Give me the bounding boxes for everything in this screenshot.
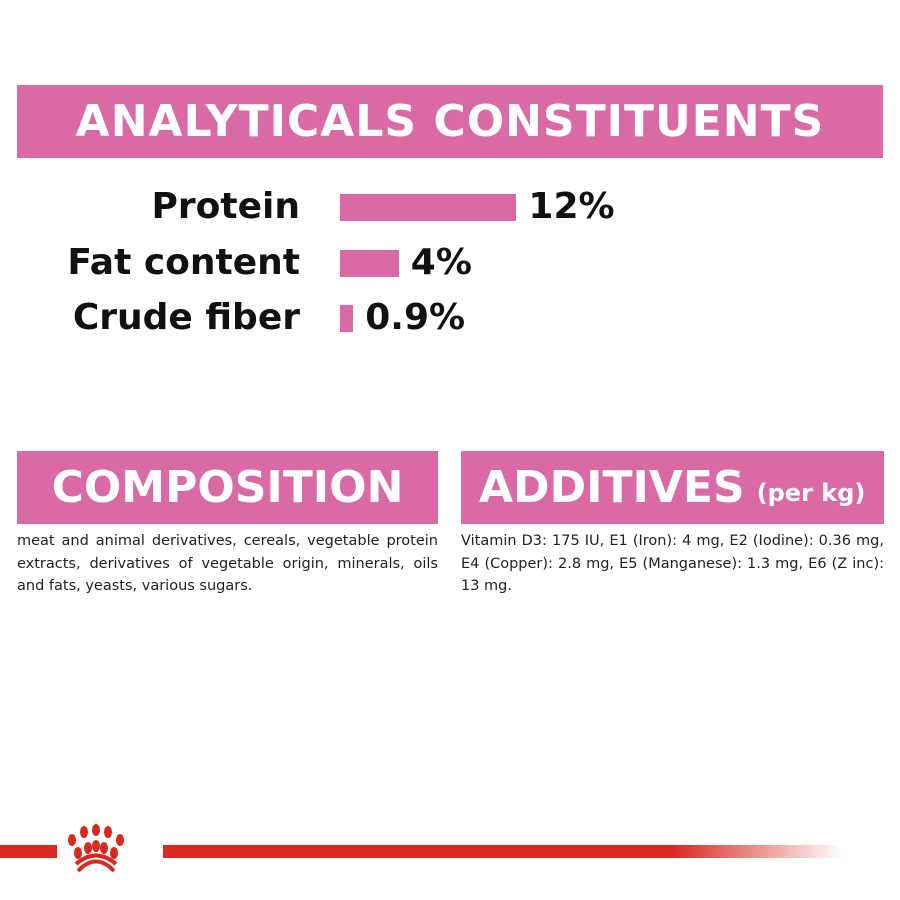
analytical-title: ANALYTICALS CONSTITUENTS [75,96,825,147]
additives-banner: ADDITIVES (per kg) [461,451,884,524]
constituent-bar [340,305,354,332]
constituent-row: Crude fiber 0.9% [0,297,880,341]
analytical-constituents-banner: ANALYTICALS CONSTITUENTS [17,85,883,158]
constituent-label: Crude fiber [72,297,300,338]
composition-banner: COMPOSITION [17,451,438,524]
additives-unit: (per kg) [756,478,866,507]
composition-text: meat and animal derivatives, cereals, ve… [17,533,438,594]
constituent-bar [340,194,517,221]
additives-title: ADDITIVES [479,462,745,513]
constituent-row: Fat content 4% [0,242,880,286]
constituent-value: 0.9% [365,297,466,338]
footer-line-left [0,845,57,858]
crown-icon [68,824,124,873]
constituent-row: Protein 12% [0,186,880,230]
constituent-value: 12% [528,186,615,227]
constituent-label: Protein [151,186,300,227]
additives-text: Vitamin D3: 175 IU, E1 (Iron): 4 mg, E2 … [461,533,884,594]
constituent-label: Fat content [67,242,300,283]
constituent-value: 4% [410,242,472,283]
constituent-bar [340,250,399,277]
footer-line-right [163,845,843,858]
composition-title: COMPOSITION [51,462,404,513]
